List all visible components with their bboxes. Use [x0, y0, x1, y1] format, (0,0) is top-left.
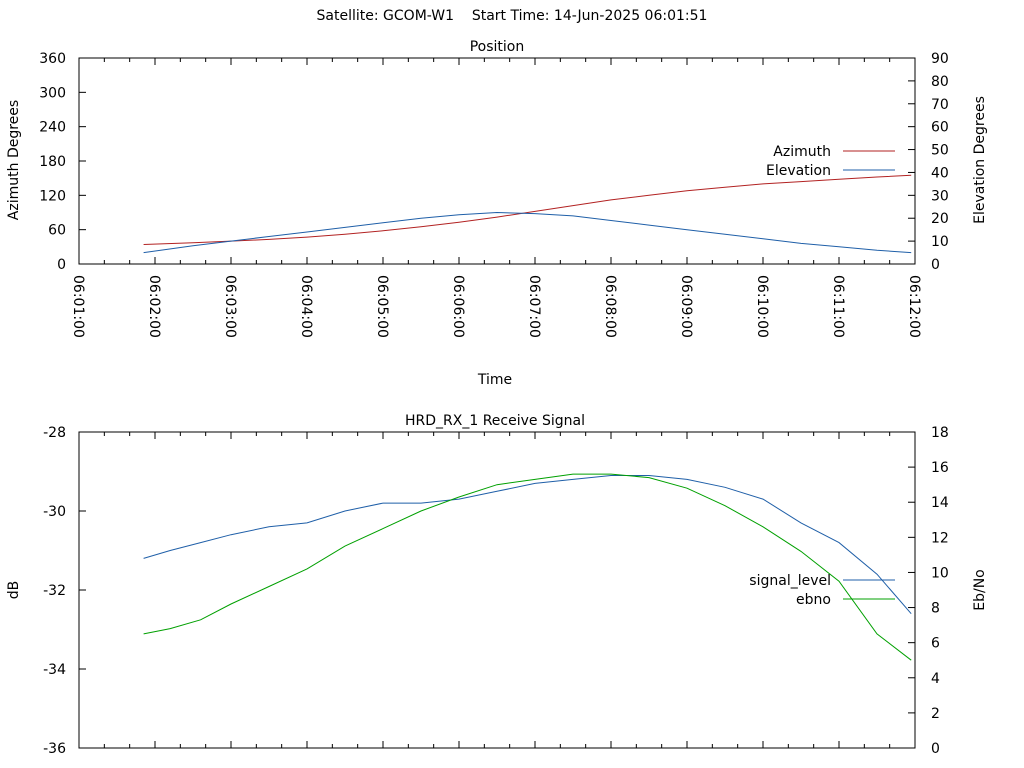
position-x-tick-label: 06:05:00 [374, 275, 390, 338]
series-line-ebno [143, 473, 912, 661]
position-y2-tick-label: 50 [931, 143, 949, 159]
position-x-tick-label: 06:02:00 [146, 275, 162, 338]
position-y-tick-label: 180 [39, 154, 66, 170]
legend-label-ebno: ebno [796, 592, 831, 608]
receive-y2-tick-label: 4 [931, 671, 940, 687]
elevation-axis-label: Elevation Degrees [972, 96, 988, 224]
position-x-tick-label: 06:11:00 [830, 275, 846, 338]
receive-y2-tick-label: 12 [931, 530, 949, 546]
receive-signal-title: HRD_RX_1 Receive Signal [405, 413, 585, 429]
position-y-tick-label: 60 [48, 223, 66, 239]
position-y-tick-label: 120 [39, 188, 66, 204]
satellite-label: Satellite: GCOM-W1 [316, 8, 455, 24]
azimuth-axis-label: Azimuth Degrees [6, 100, 22, 220]
position-y2-tick-label: 60 [931, 120, 949, 136]
receive-y2-tick-label: 16 [931, 460, 949, 476]
position-y-tick-label: 300 [39, 85, 66, 101]
legend-label-elevation: Elevation [766, 163, 831, 179]
position-y2-tick-label: 30 [931, 188, 949, 204]
position-plot: Position Time Azimuth Degrees Elevation … [6, 39, 988, 388]
position-x-tick-label: 06:04:00 [298, 275, 314, 338]
series-line-azimuth [143, 174, 912, 245]
position-y-tick-label: 0 [57, 257, 66, 273]
position-x-tick-label: 06:09:00 [678, 275, 694, 338]
position-x-tick-label: 06:12:00 [906, 275, 922, 338]
position-title: Position [470, 39, 525, 55]
position-x-tick-label: 06:07:00 [526, 275, 542, 338]
ebno-axis-label: Eb/No [972, 569, 988, 611]
legend-label-azimuth: Azimuth [773, 144, 831, 160]
position-x-tick-label: 06:01:00 [70, 275, 86, 338]
position-x-tick-label: 06:10:00 [754, 275, 770, 338]
db-axis-label: dB [6, 581, 22, 600]
chart-header: Satellite: GCOM-W1 Start Time: 14-Jun-20… [0, 8, 1024, 24]
position-y2-tick-label: 80 [931, 74, 949, 90]
series-line-elevation [143, 211, 912, 254]
receive-y-tick-label: -36 [43, 741, 66, 757]
position-y2-tick-label: 40 [931, 165, 949, 181]
series-line-signal-level [143, 475, 912, 615]
receive-y2-tick-label: 10 [931, 565, 949, 581]
start-time-label: Start Time: 14-Jun-2025 06:01:51 [471, 8, 708, 24]
position-x-tick-label: 06:08:00 [602, 275, 618, 338]
position-plot-frame [78, 57, 916, 265]
receive-y-tick-label: -30 [43, 504, 66, 520]
position-x-tick-label: 06:03:00 [222, 275, 238, 338]
receive-y2-tick-label: 14 [931, 495, 949, 511]
position-y-tick-label: 240 [39, 120, 66, 136]
legend-label-signal-level: signal_level [749, 573, 831, 589]
position-y2-tick-label: 0 [931, 257, 940, 273]
receive-y2-tick-label: 6 [931, 636, 940, 652]
receive-signal-plot: HRD_RX_1 Receive Signal dB Eb/No -36 -34 -… [6, 413, 988, 757]
position-y-tick-label: 360 [39, 51, 66, 67]
receive-y2-tick-label: 18 [931, 425, 949, 441]
position-x-tick-label: 06:06:00 [450, 275, 466, 338]
position-y2-tick-label: 90 [931, 51, 949, 67]
receive-y2-tick-label: 0 [931, 741, 940, 757]
receive-y-tick-label: -34 [43, 662, 66, 678]
position-y2-tick-label: 70 [931, 97, 949, 113]
receive-y2-tick-label: 2 [931, 706, 940, 722]
receive-y2-tick-label: 8 [931, 601, 940, 617]
receive-y-tick-label: -28 [43, 425, 66, 441]
position-y2-tick-label: 20 [931, 211, 949, 227]
receive-y-tick-label: -32 [43, 583, 66, 599]
receive-plot-frame [78, 431, 916, 749]
position-y2-tick-label: 10 [931, 234, 949, 250]
position-x-axis-label: Time [477, 372, 512, 388]
